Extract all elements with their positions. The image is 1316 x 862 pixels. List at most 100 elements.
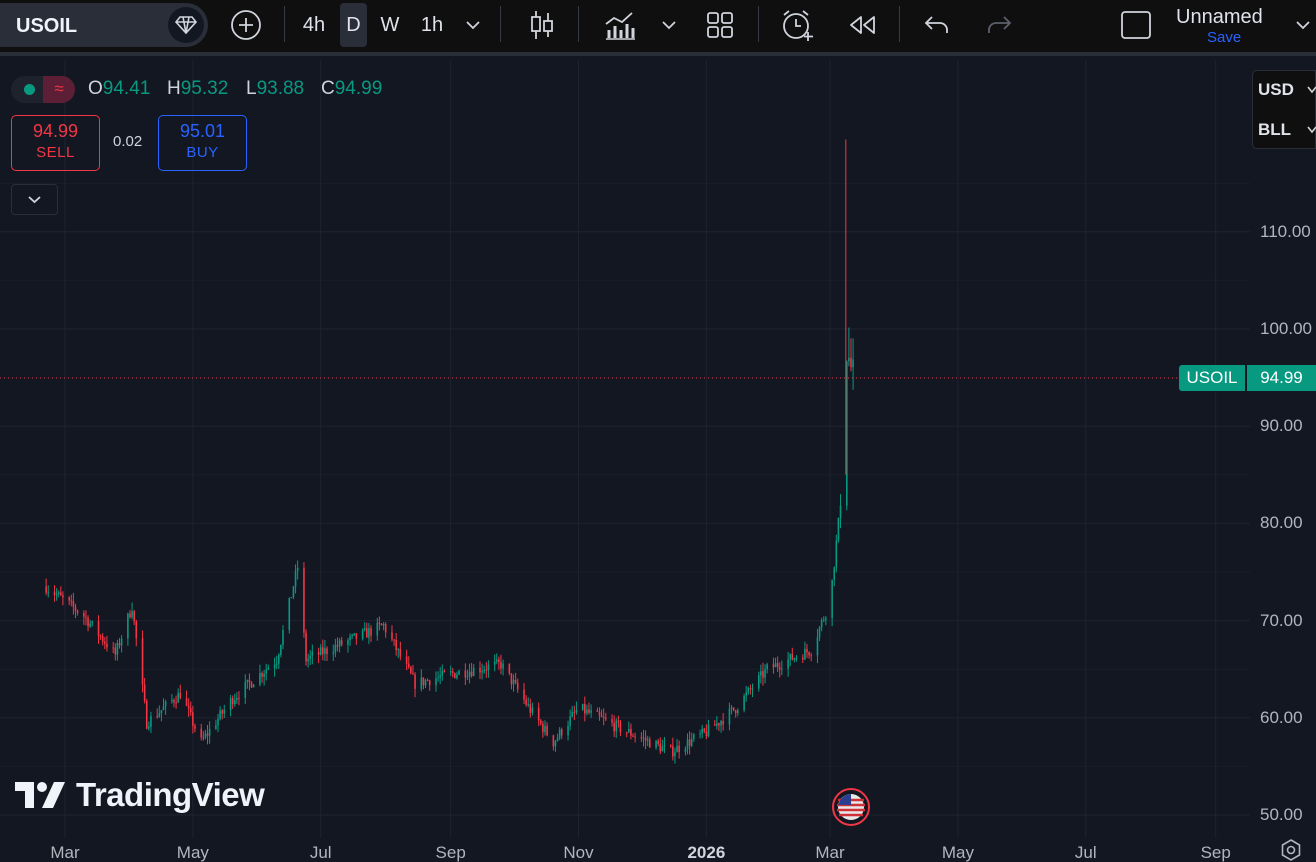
replay-rewind-icon	[850, 16, 875, 34]
candle-body	[361, 629, 364, 639]
sell-button[interactable]: 94.99 SELL	[11, 115, 100, 171]
chart-settings-button[interactable]	[1279, 838, 1303, 862]
candle-body	[422, 677, 425, 686]
interval-1h[interactable]: 1h	[414, 0, 450, 50]
candle-body	[575, 709, 578, 713]
candle-body	[263, 673, 265, 677]
candle-body	[87, 617, 89, 627]
diamond-gem-icon[interactable]	[168, 7, 204, 43]
candle-body	[72, 600, 75, 607]
currency-label[interactable]: USD	[1258, 80, 1294, 99]
ohlc-value: 93.88	[256, 78, 305, 99]
candle-body	[141, 638, 144, 685]
unit-label[interactable]: BLL	[1258, 120, 1292, 139]
ohlc-value: 95.32	[180, 78, 229, 99]
price-tag-symbol: USOIL	[1179, 365, 1245, 391]
redo-button[interactable]	[980, 0, 1018, 50]
candle-body	[762, 671, 764, 678]
currency-unit-selector[interactable]: USD BLL	[1252, 70, 1316, 149]
buy-button[interactable]: 95.01 BUY	[158, 115, 247, 171]
layout-dropdown[interactable]	[1290, 0, 1316, 50]
candle-body	[766, 664, 768, 670]
interval-label: W	[380, 13, 400, 36]
candle-body	[60, 592, 62, 596]
candle-body	[133, 611, 135, 622]
candle-body	[290, 597, 293, 599]
candle-body	[185, 698, 188, 706]
candle-body	[273, 664, 276, 669]
candle-body	[529, 703, 532, 713]
candle-body	[632, 735, 634, 737]
candle-body	[716, 723, 718, 726]
indicators-dropdown[interactable]	[656, 0, 682, 50]
candle-body	[441, 670, 444, 676]
time-tick-label: Jul	[1074, 843, 1097, 862]
interval-4h[interactable]: 4h	[296, 0, 332, 50]
candle-body	[437, 677, 439, 679]
candle-body	[527, 703, 530, 705]
interval-w[interactable]: W	[374, 0, 406, 50]
candle-body	[808, 652, 810, 656]
candle-body	[764, 669, 766, 678]
chevron-down-icon	[466, 20, 480, 29]
candle-body	[391, 632, 393, 640]
candle-body	[542, 723, 544, 733]
us-flag-event-icon[interactable]	[832, 788, 870, 826]
candle-body	[47, 591, 50, 593]
interval-d[interactable]: D	[340, 3, 367, 47]
candle-body	[261, 673, 263, 677]
ohlc-value: 94.41	[102, 78, 151, 99]
symbol-search-button[interactable]: USOIL	[0, 3, 208, 47]
candle-body	[852, 359, 854, 368]
interval-dropdown[interactable]	[460, 0, 486, 50]
candle-body	[206, 733, 209, 736]
candle-body	[91, 621, 94, 624]
candle-body	[332, 652, 335, 654]
candle-body	[275, 663, 278, 665]
indicators-button[interactable]	[600, 0, 640, 50]
chevron-down-icon	[28, 196, 41, 204]
candle-body	[806, 648, 808, 653]
layout-name[interactable]: Unnamed	[1176, 6, 1263, 28]
candle-body	[573, 712, 576, 714]
candle-body	[229, 698, 232, 710]
series-status[interactable]: ≈	[11, 76, 75, 103]
undo-icon	[924, 16, 948, 33]
price-tick-label: 70.00	[1260, 610, 1303, 630]
candle-body	[485, 669, 488, 671]
candle-body	[380, 623, 383, 626]
candle-body	[661, 746, 664, 752]
save-button[interactable]: Save	[1207, 29, 1242, 46]
layout-button[interactable]	[700, 0, 740, 50]
candle-body	[135, 621, 138, 639]
undo-button[interactable]	[918, 0, 956, 50]
candle-body	[311, 652, 314, 656]
candle-body	[659, 743, 662, 752]
candle-body	[596, 710, 599, 712]
candle-body	[525, 699, 527, 705]
candle-body	[707, 724, 710, 737]
legend-collapse-button[interactable]	[11, 184, 58, 215]
flag-icon	[837, 794, 865, 820]
candle-body	[451, 671, 454, 674]
candle-body	[701, 728, 703, 734]
candle-body	[684, 748, 687, 752]
candle-body	[407, 663, 410, 668]
fullscreen-button[interactable]	[1116, 0, 1156, 50]
ohlc-low: L93.88	[246, 78, 304, 100]
alert-button[interactable]	[776, 0, 818, 50]
candle-body	[558, 729, 561, 738]
candle-body	[156, 716, 159, 718]
ohlc-value: 94.99	[334, 78, 383, 99]
candle-body	[600, 715, 603, 717]
candle-body	[512, 679, 515, 685]
chevron-down-icon	[1307, 126, 1316, 134]
candle-body	[498, 659, 500, 663]
replay-button[interactable]	[842, 0, 882, 50]
candle-body	[590, 710, 592, 713]
candle-body	[326, 648, 328, 654]
chart-type-button[interactable]	[522, 0, 562, 50]
add-symbol-button[interactable]	[226, 0, 266, 50]
candle-body	[510, 673, 513, 685]
